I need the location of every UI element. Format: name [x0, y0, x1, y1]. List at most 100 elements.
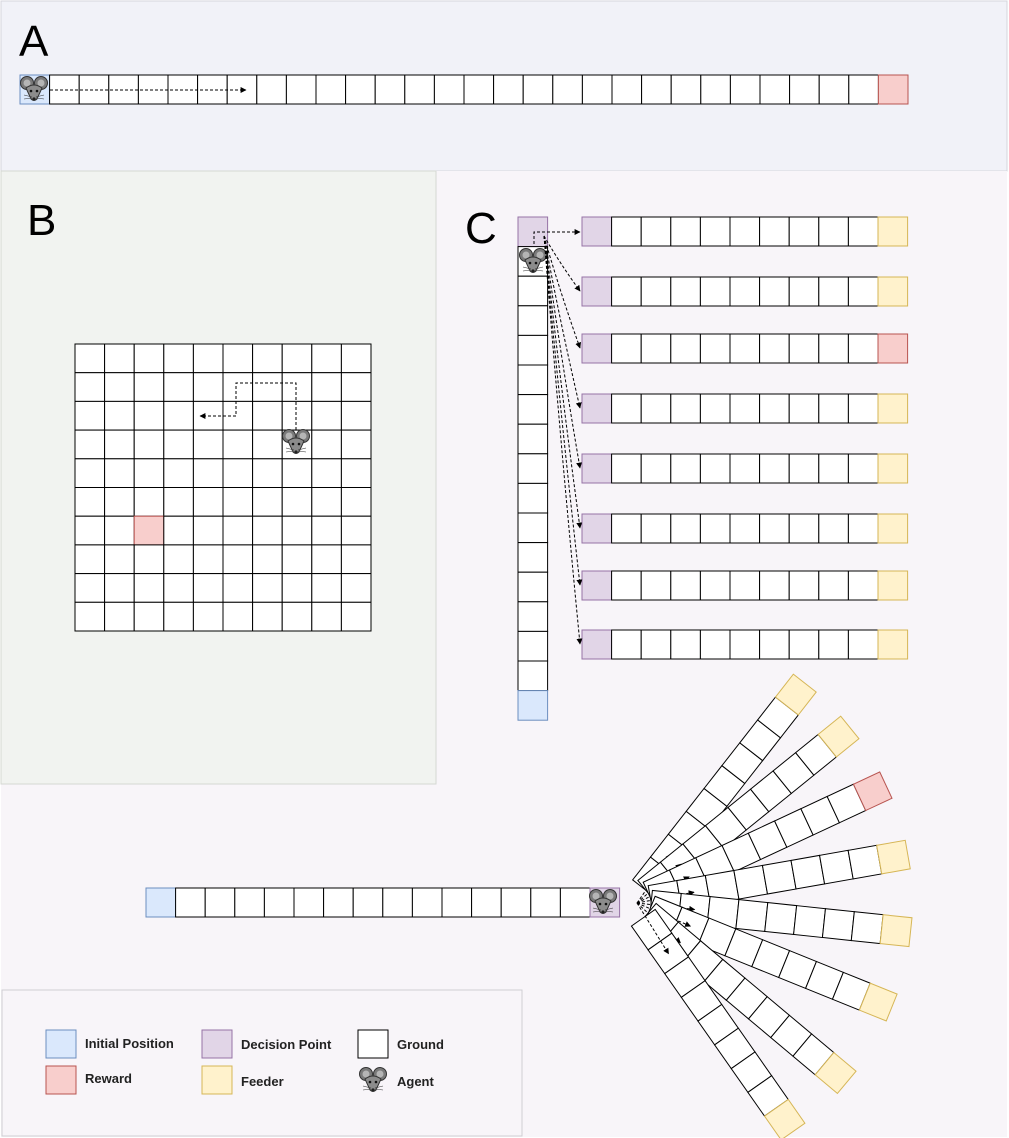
trajectory-arrow [543, 235, 583, 529]
ground-cell [733, 864, 769, 900]
ground-cell [517, 364, 549, 396]
ground-cell [133, 573, 165, 603]
ground-cell [252, 458, 283, 488]
radial-arm [630, 908, 806, 1138]
ground-cell [788, 276, 820, 307]
feeder-cell [879, 914, 913, 948]
feeder-cell [877, 453, 909, 484]
ground-cell [759, 513, 790, 544]
ground-cell [74, 515, 106, 546]
decision-point-cell [581, 276, 613, 307]
legend: Initial Position Reward Decision Point F… [1, 989, 523, 1137]
ground-cell [517, 512, 549, 544]
initial-position-cell [517, 690, 549, 721]
ground-cell [340, 601, 372, 632]
reward-cell [877, 333, 909, 364]
panel-label-c: C [465, 204, 497, 253]
ground-cell [133, 487, 165, 517]
ground-cell [522, 74, 554, 105]
ground-cell [222, 487, 254, 517]
ground-cell [252, 544, 283, 575]
ground-cell [163, 372, 194, 402]
ground-cell [163, 515, 194, 546]
ground-cell [311, 372, 342, 402]
ground-cell [640, 393, 672, 424]
ground-cell [729, 74, 761, 105]
ground-cell [133, 400, 165, 431]
ground-cell [517, 394, 549, 425]
ground-cell [759, 333, 790, 364]
feeder-cell [877, 216, 909, 247]
ground-cell [133, 601, 165, 632]
ground-cell [163, 544, 194, 575]
ground-cell [74, 400, 106, 431]
ground-cell [281, 372, 313, 402]
ground-cell [611, 570, 642, 601]
ground-cell [788, 570, 820, 601]
legend-label-ground: Ground [397, 1037, 444, 1052]
ground-cell [192, 544, 224, 575]
ground-cell [252, 372, 283, 402]
ground-cell [818, 393, 849, 424]
ground-cell [517, 275, 549, 307]
ground-cell [340, 343, 372, 374]
ground-cell [281, 487, 313, 517]
ground-cell [281, 515, 313, 546]
ground-cell [611, 513, 642, 544]
ground-cell [104, 372, 135, 402]
ground-cell [641, 74, 672, 105]
ground-cell [581, 74, 613, 105]
ground-cell [670, 393, 701, 424]
ground-cell [471, 887, 502, 918]
ground-cell [847, 629, 879, 660]
ground-cell [530, 887, 561, 918]
ground-cell [517, 660, 549, 692]
decision-point-cell [581, 216, 613, 247]
ground-cell [759, 393, 790, 424]
ground-cell [699, 453, 731, 484]
trajectory-arrow [543, 235, 583, 586]
ground-cell [640, 513, 672, 544]
ground-cell [104, 343, 135, 374]
ground-cell [699, 629, 731, 660]
ground-cell [163, 343, 194, 374]
reward-cell [852, 771, 893, 812]
ground-cell [74, 573, 106, 603]
ground-cell [640, 276, 672, 307]
ground-cell [163, 601, 194, 632]
ground-cell [263, 887, 295, 918]
ground-cell [340, 515, 372, 546]
ground-cell [847, 844, 883, 880]
ground-cell [340, 544, 372, 575]
ground-cell [764, 902, 798, 936]
ground-cell [285, 74, 317, 105]
ground-cell [670, 513, 701, 544]
ground-cell [222, 458, 254, 488]
ground-cell [222, 400, 254, 431]
ground-cell [847, 570, 879, 601]
ground-cell [670, 629, 701, 660]
ground-cell [729, 453, 761, 484]
legend-swatch-decision [201, 1029, 233, 1059]
ground-cell [847, 333, 879, 364]
initial-position-cell [145, 887, 177, 918]
ground-cell [222, 429, 254, 460]
ground-cell [133, 429, 165, 460]
ground-cell [78, 74, 110, 105]
ground-cell [315, 74, 347, 105]
ground-cell [137, 74, 169, 105]
ground-cell [441, 887, 473, 918]
ground-cell [281, 544, 313, 575]
ground-cell [281, 343, 313, 374]
ground-cell [104, 515, 135, 546]
ground-cell [699, 513, 731, 544]
ground-cell [281, 573, 313, 603]
ground-cell [163, 429, 194, 460]
ground-cell [818, 74, 850, 105]
ground-cell [670, 333, 701, 364]
ground-cell [640, 453, 672, 484]
ground-cell [163, 458, 194, 488]
ground-cell [788, 513, 820, 544]
ground-cell [493, 74, 524, 105]
ground-cell [759, 453, 790, 484]
